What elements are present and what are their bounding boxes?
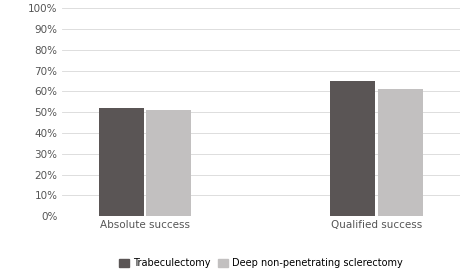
Legend: Trabeculectomy, Deep non-penetrating sclerectomy: Trabeculectomy, Deep non-penetrating scl…: [115, 254, 406, 272]
Bar: [146, 110, 191, 216]
Bar: [99, 108, 144, 216]
Bar: [378, 89, 422, 216]
Bar: [330, 81, 375, 216]
